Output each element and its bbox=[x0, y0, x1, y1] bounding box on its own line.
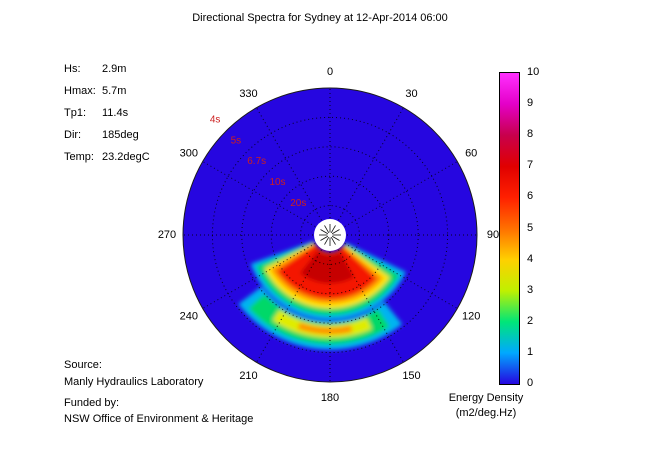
grid-spoke bbox=[202, 243, 316, 309]
colorbar-tick-7: 7 bbox=[527, 159, 534, 172]
grid-ring bbox=[241, 146, 419, 324]
stat-row: Hs: 2.9m bbox=[64, 63, 150, 85]
direction-label-210: 210 bbox=[239, 370, 257, 382]
source-name: Manly Hydraulics Laboratory bbox=[64, 376, 204, 388]
stat-label: Hs: bbox=[64, 63, 81, 75]
stat-value: 185deg bbox=[102, 129, 139, 141]
colorbar-tick-6: 6 bbox=[527, 190, 534, 203]
center-star-ray bbox=[320, 229, 329, 235]
direction-label-0: 0 bbox=[327, 66, 333, 78]
grid-spoke bbox=[344, 243, 458, 309]
period-label-6.7s: 6.7s bbox=[247, 156, 266, 167]
stat-label: Hmax: bbox=[64, 85, 96, 97]
center-star-ray bbox=[330, 236, 336, 245]
stat-value: 11.4s bbox=[102, 107, 129, 119]
energy-lobes bbox=[238, 241, 406, 350]
colorbar-tick-4: 4 bbox=[527, 252, 534, 265]
colorbar-tick-2: 2 bbox=[527, 314, 534, 327]
colorbar-tick-10: 10 bbox=[527, 66, 540, 78]
stat-label: Dir: bbox=[64, 129, 82, 141]
stat-row: Temp: 23.2degC bbox=[64, 151, 150, 173]
grid-spoke bbox=[256, 107, 322, 221]
grid-spoke bbox=[202, 161, 316, 227]
colorbar-tick-labels: 0 1 2 3 4 5 6 7 8 9 10 bbox=[527, 66, 557, 389]
colorbar-title-line2: (m2/deg.Hz) bbox=[455, 407, 517, 419]
direction-label-150: 150 bbox=[402, 370, 420, 382]
period-label-20s: 20s bbox=[290, 198, 306, 209]
wave-stats-panel: Hs: 2.9m Hmax: 5.7m Tp1: 11.4s Dir: 185deg Temp:… bbox=[64, 63, 150, 173]
stat-value: 5.7m bbox=[102, 85, 127, 97]
center-star-ray bbox=[331, 229, 340, 235]
colorbar-tick-8: 8 bbox=[527, 128, 534, 141]
direction-label-180: 180 bbox=[321, 392, 339, 404]
colorbar-tick-9: 9 bbox=[527, 97, 534, 110]
grid-spoke bbox=[344, 161, 458, 227]
stat-label: Tp1: bbox=[64, 107, 87, 119]
energy-lobe bbox=[300, 250, 355, 284]
center-marker bbox=[314, 219, 346, 251]
stat-row: Dir: 185deg bbox=[64, 129, 150, 151]
colorbar-title-line1: Energy Density bbox=[448, 392, 524, 404]
stat-label: Temp: bbox=[64, 151, 94, 163]
energy-lobe bbox=[297, 322, 353, 335]
period-label-4s: 4s bbox=[210, 115, 221, 126]
period-label-5s: 5s bbox=[231, 135, 242, 146]
center-star-ray bbox=[324, 225, 330, 234]
grid-spoke bbox=[338, 249, 404, 363]
colorbar-tick-0: 0 bbox=[527, 377, 534, 389]
center-star-ray bbox=[331, 235, 340, 241]
stat-value: 2.9m bbox=[102, 63, 127, 75]
center-star-ray bbox=[320, 235, 329, 241]
direction-label-300: 300 bbox=[180, 148, 198, 160]
colorbar-tick-1: 1 bbox=[527, 345, 534, 358]
direction-label-270: 270 bbox=[158, 229, 176, 241]
colorbar-title: Energy Density (m2/deg.Hz) bbox=[449, 391, 524, 421]
direction-label-330: 330 bbox=[239, 88, 257, 100]
grid-spoke bbox=[338, 107, 404, 221]
center-star-ray bbox=[330, 225, 336, 234]
period-label-10s: 10s bbox=[269, 177, 285, 188]
funded-by-label: Funded by: bbox=[64, 397, 120, 409]
chart-title: Directional Spectra for Sydney at 12-Apr… bbox=[192, 12, 448, 24]
stat-row: Hmax: 5.7m bbox=[64, 85, 150, 107]
grid-ring bbox=[270, 175, 390, 295]
direction-label-30: 30 bbox=[405, 88, 417, 100]
direction-label-90: 90 bbox=[487, 229, 499, 241]
source-label: Source: bbox=[64, 359, 102, 371]
grid-spoke bbox=[256, 249, 322, 363]
center-star-ray bbox=[324, 236, 330, 245]
direction-label-120: 120 bbox=[462, 311, 480, 323]
colorbar-tick-5: 5 bbox=[527, 221, 534, 234]
stat-value: 23.2degC bbox=[102, 151, 150, 163]
colorbar-gradient bbox=[499, 72, 520, 385]
direction-label-240: 240 bbox=[180, 311, 198, 323]
colorbar-tick-3: 3 bbox=[527, 283, 534, 296]
stat-row: Tp1: 11.4s bbox=[64, 107, 150, 129]
funded-by-name: NSW Office of Environment & Heritage bbox=[64, 413, 254, 425]
direction-label-60: 60 bbox=[465, 148, 477, 160]
